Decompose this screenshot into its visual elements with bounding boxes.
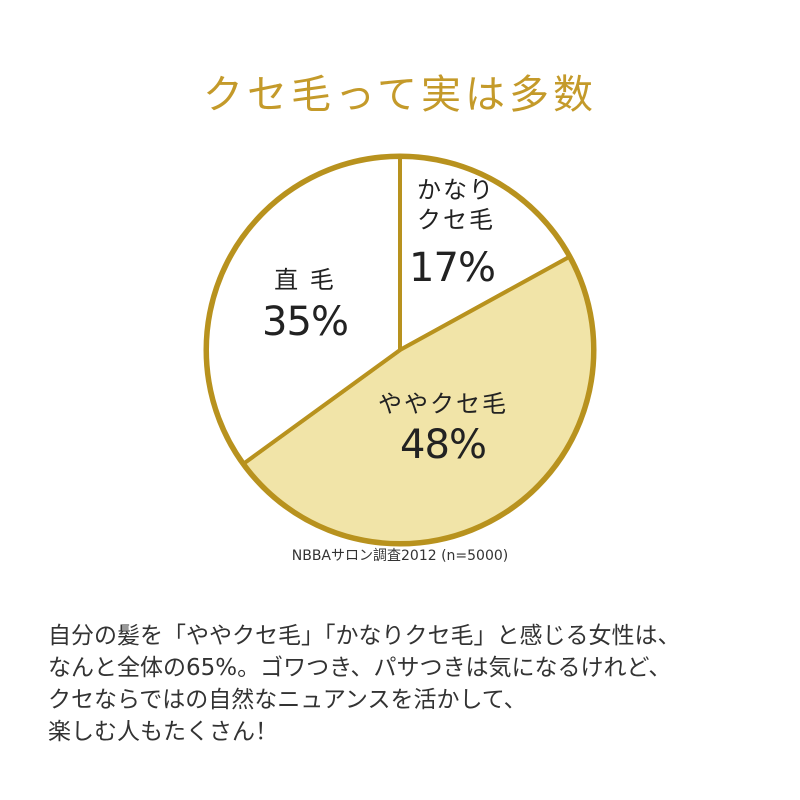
slice-value: 48% xyxy=(400,422,487,468)
slice-value: 35% xyxy=(262,299,349,345)
chart-title: クセ毛って実は多数 xyxy=(203,72,597,118)
slice-label: ややクセ毛 xyxy=(378,390,508,418)
slice-value: 17% xyxy=(409,245,496,291)
slice-label: かなり クセ毛 xyxy=(417,176,495,234)
slice-label: 直 毛 xyxy=(274,266,336,294)
body-line: クセならではの自然なニュアンスを活かして、 xyxy=(48,687,527,713)
source-note: NBBAサロン調査2012 (n=5000) xyxy=(291,548,509,564)
body-line: 楽しむ人もたくさん！ xyxy=(48,719,278,745)
body-line: なんと全体の65%。ゴワつき、パサつきは気になるけれど、 xyxy=(48,655,672,681)
body-line: 自分の髪を「ややクセ毛」「かなりクセ毛」と感じる女性は、 xyxy=(48,623,681,649)
pie-rim xyxy=(203,153,597,547)
